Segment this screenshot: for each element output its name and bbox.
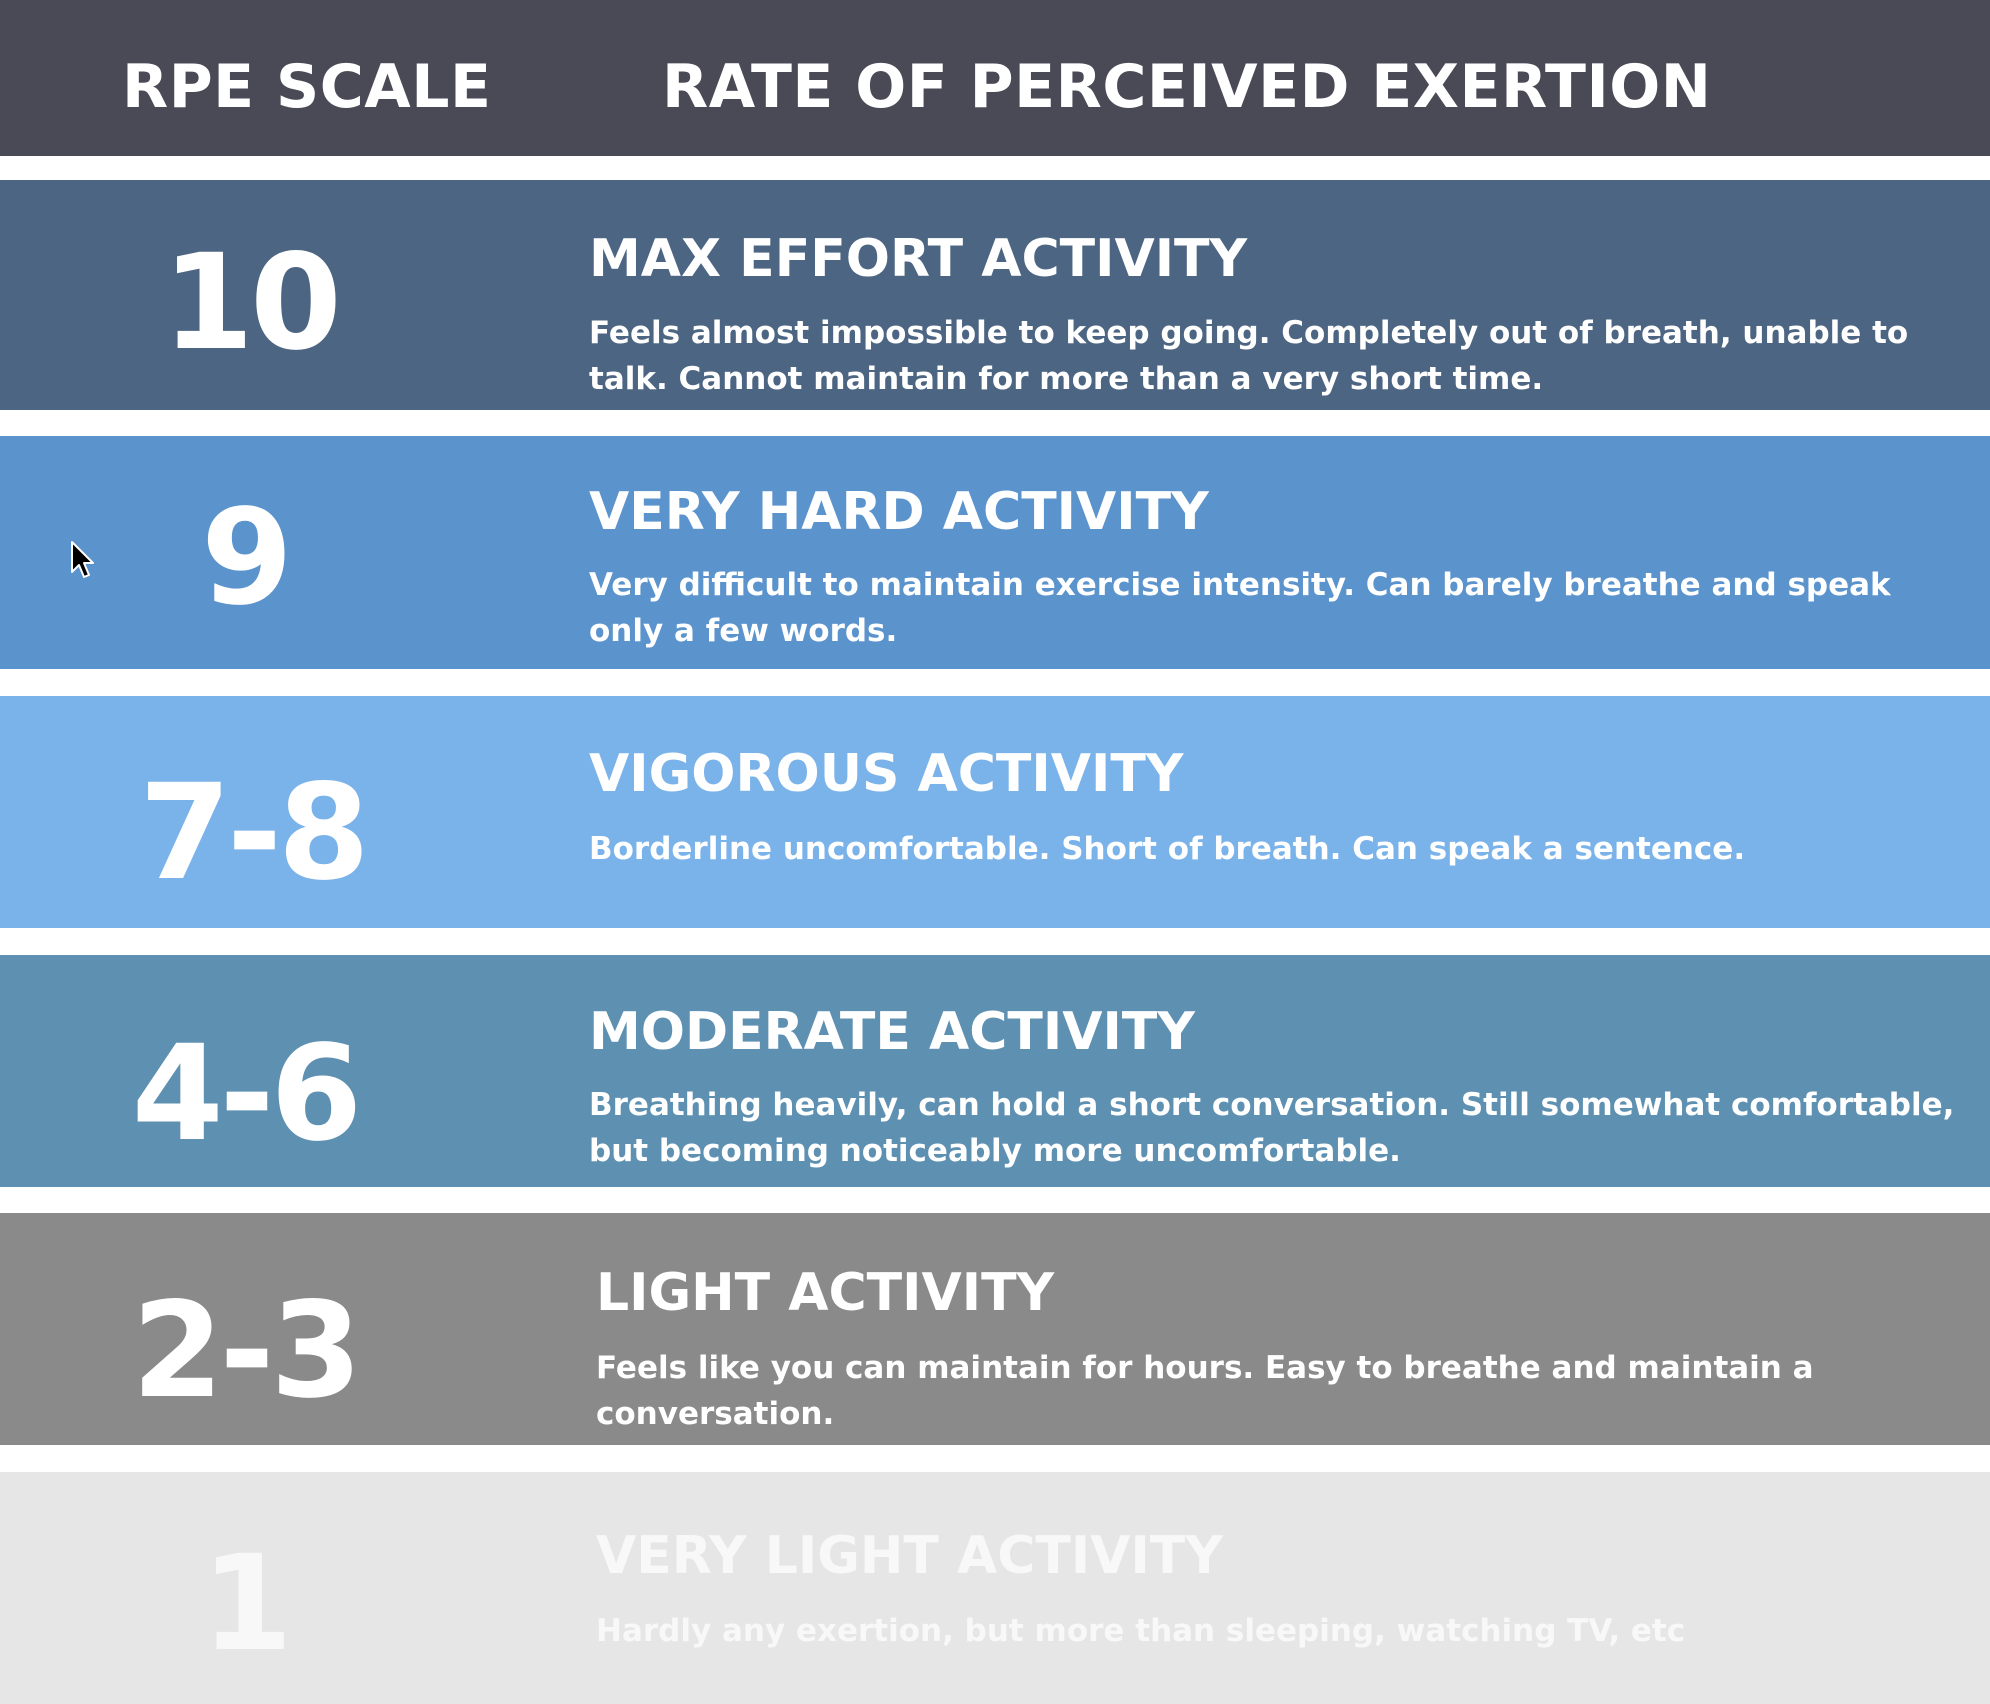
perceived-exertion-heading: RATE OF PERCEIVED EXERTION — [662, 52, 1712, 122]
rpe-rating: 10 — [162, 226, 342, 380]
rpe-row-10: 10 MAX EFFORT ACTIVITY Feels almost impo… — [0, 180, 1990, 410]
header-bar: RPE SCALE RATE OF PERCEIVED EXERTION — [0, 0, 1990, 156]
rpe-level-title: LIGHT ACTIVITY — [596, 1263, 1055, 1323]
rpe-level-description: Feels like you can maintain for hours. E… — [596, 1350, 1814, 1432]
rpe-rating: 9 — [201, 481, 293, 635]
rpe-level-title: VIGOROUS ACTIVITY — [589, 744, 1184, 804]
rpe-rating: 7-8 — [139, 756, 369, 910]
rpe-level-title: MODERATE ACTIVITY — [589, 1002, 1195, 1062]
rpe-level-description: Breathing heavily, can hold a short conv… — [589, 1087, 1955, 1169]
rpe-row-4-6: 4-6 MODERATE ACTIVITY Breathing heavily,… — [0, 955, 1990, 1187]
rpe-level-title: VERY HARD ACTIVITY — [589, 482, 1209, 542]
mouse-pointer-icon — [71, 541, 94, 578]
rpe-level-description: Feels almost impossible to keep going. C… — [589, 315, 1909, 397]
rpe-row-9: 9 VERY HARD ACTIVITY Very difficult to m… — [0, 436, 1990, 669]
rpe-level-description: Very difficult to maintain exercise inte… — [589, 567, 1891, 649]
rpe-level-title: MAX EFFORT ACTIVITY — [589, 229, 1248, 289]
rpe-rating: 2-3 — [131, 1274, 362, 1428]
rpe-row-7-8: 7-8 VIGOROUS ACTIVITY Borderline uncomfo… — [0, 696, 1990, 928]
rpe-rating: 1 — [201, 1527, 293, 1681]
rpe-row-1: 1 VERY LIGHT ACTIVITY Hardly any exertio… — [0, 1472, 1990, 1704]
rpe-level-title: VERY LIGHT ACTIVITY — [596, 1526, 1223, 1586]
rpe-rating: 4-6 — [131, 1017, 362, 1171]
rpe-scale-heading: RPE SCALE — [122, 52, 492, 122]
rpe-row-2-3: 2-3 LIGHT ACTIVITY Feels like you can ma… — [0, 1213, 1990, 1445]
rpe-level-description: Hardly any exertion, but more than sleep… — [596, 1613, 1686, 1649]
rpe-level-description: Borderline uncomfortable. Short of breat… — [589, 831, 1746, 867]
